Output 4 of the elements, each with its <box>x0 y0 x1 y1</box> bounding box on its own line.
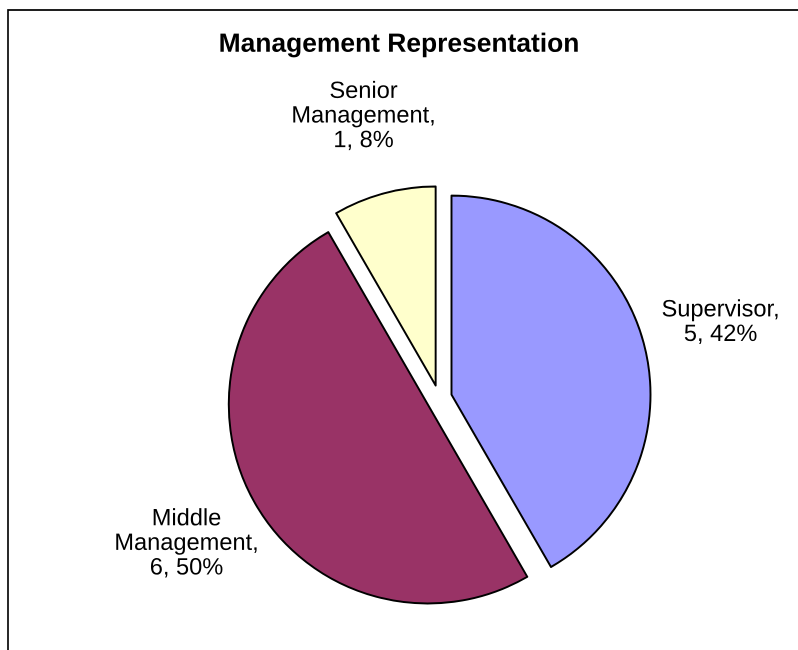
slice-label: Middle Management, 6, 50% <box>116 508 257 578</box>
slice-label: Supervisor, 5, 42% <box>662 299 778 344</box>
chart-title: Management Representation <box>220 32 578 58</box>
slice-label: Senior Management, 1, 8% <box>293 80 434 150</box>
